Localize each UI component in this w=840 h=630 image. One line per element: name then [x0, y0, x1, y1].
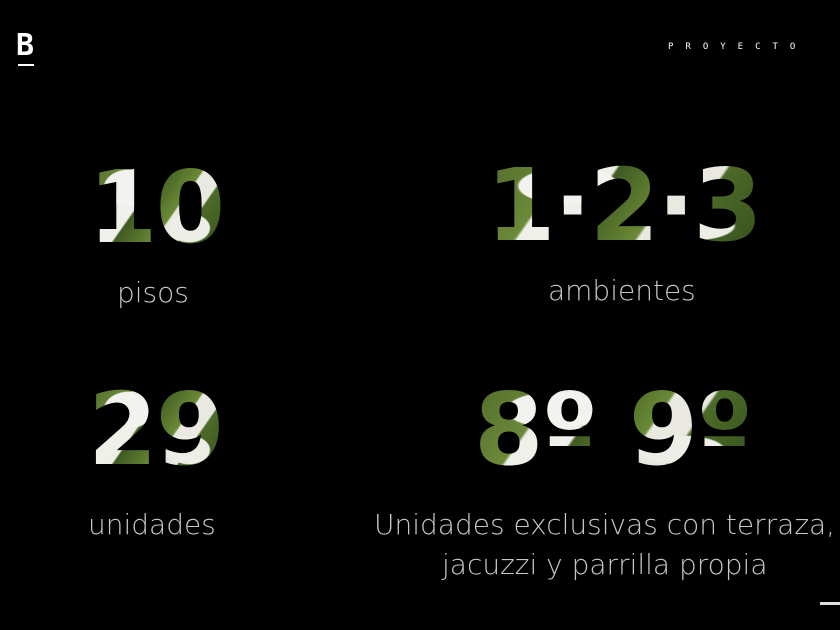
logo-underline: [18, 64, 34, 66]
stat-rooms-label: ambientes: [548, 274, 696, 307]
stat-exclusive-label-line2: jacuzzi y parrilla propia: [442, 548, 768, 581]
stat-floors-value: 10: [88, 149, 224, 266]
stat-exclusive-floors-value: 8º 9º: [474, 371, 751, 488]
stat-rooms-value: 1·2·3: [486, 147, 761, 264]
stat-exclusive-label-line1: Unidades exclusivas con terraza,: [374, 508, 836, 541]
logo[interactable]: B: [16, 28, 38, 68]
scroll-indicator[interactable]: [820, 602, 840, 605]
nav-proyecto[interactable]: PROYECTO: [668, 42, 808, 52]
logo-letter: B: [16, 28, 35, 63]
stat-units-value: 29: [88, 371, 224, 488]
stat-units-label: unidades: [88, 508, 216, 541]
stat-floors-label: pisos: [117, 276, 189, 309]
